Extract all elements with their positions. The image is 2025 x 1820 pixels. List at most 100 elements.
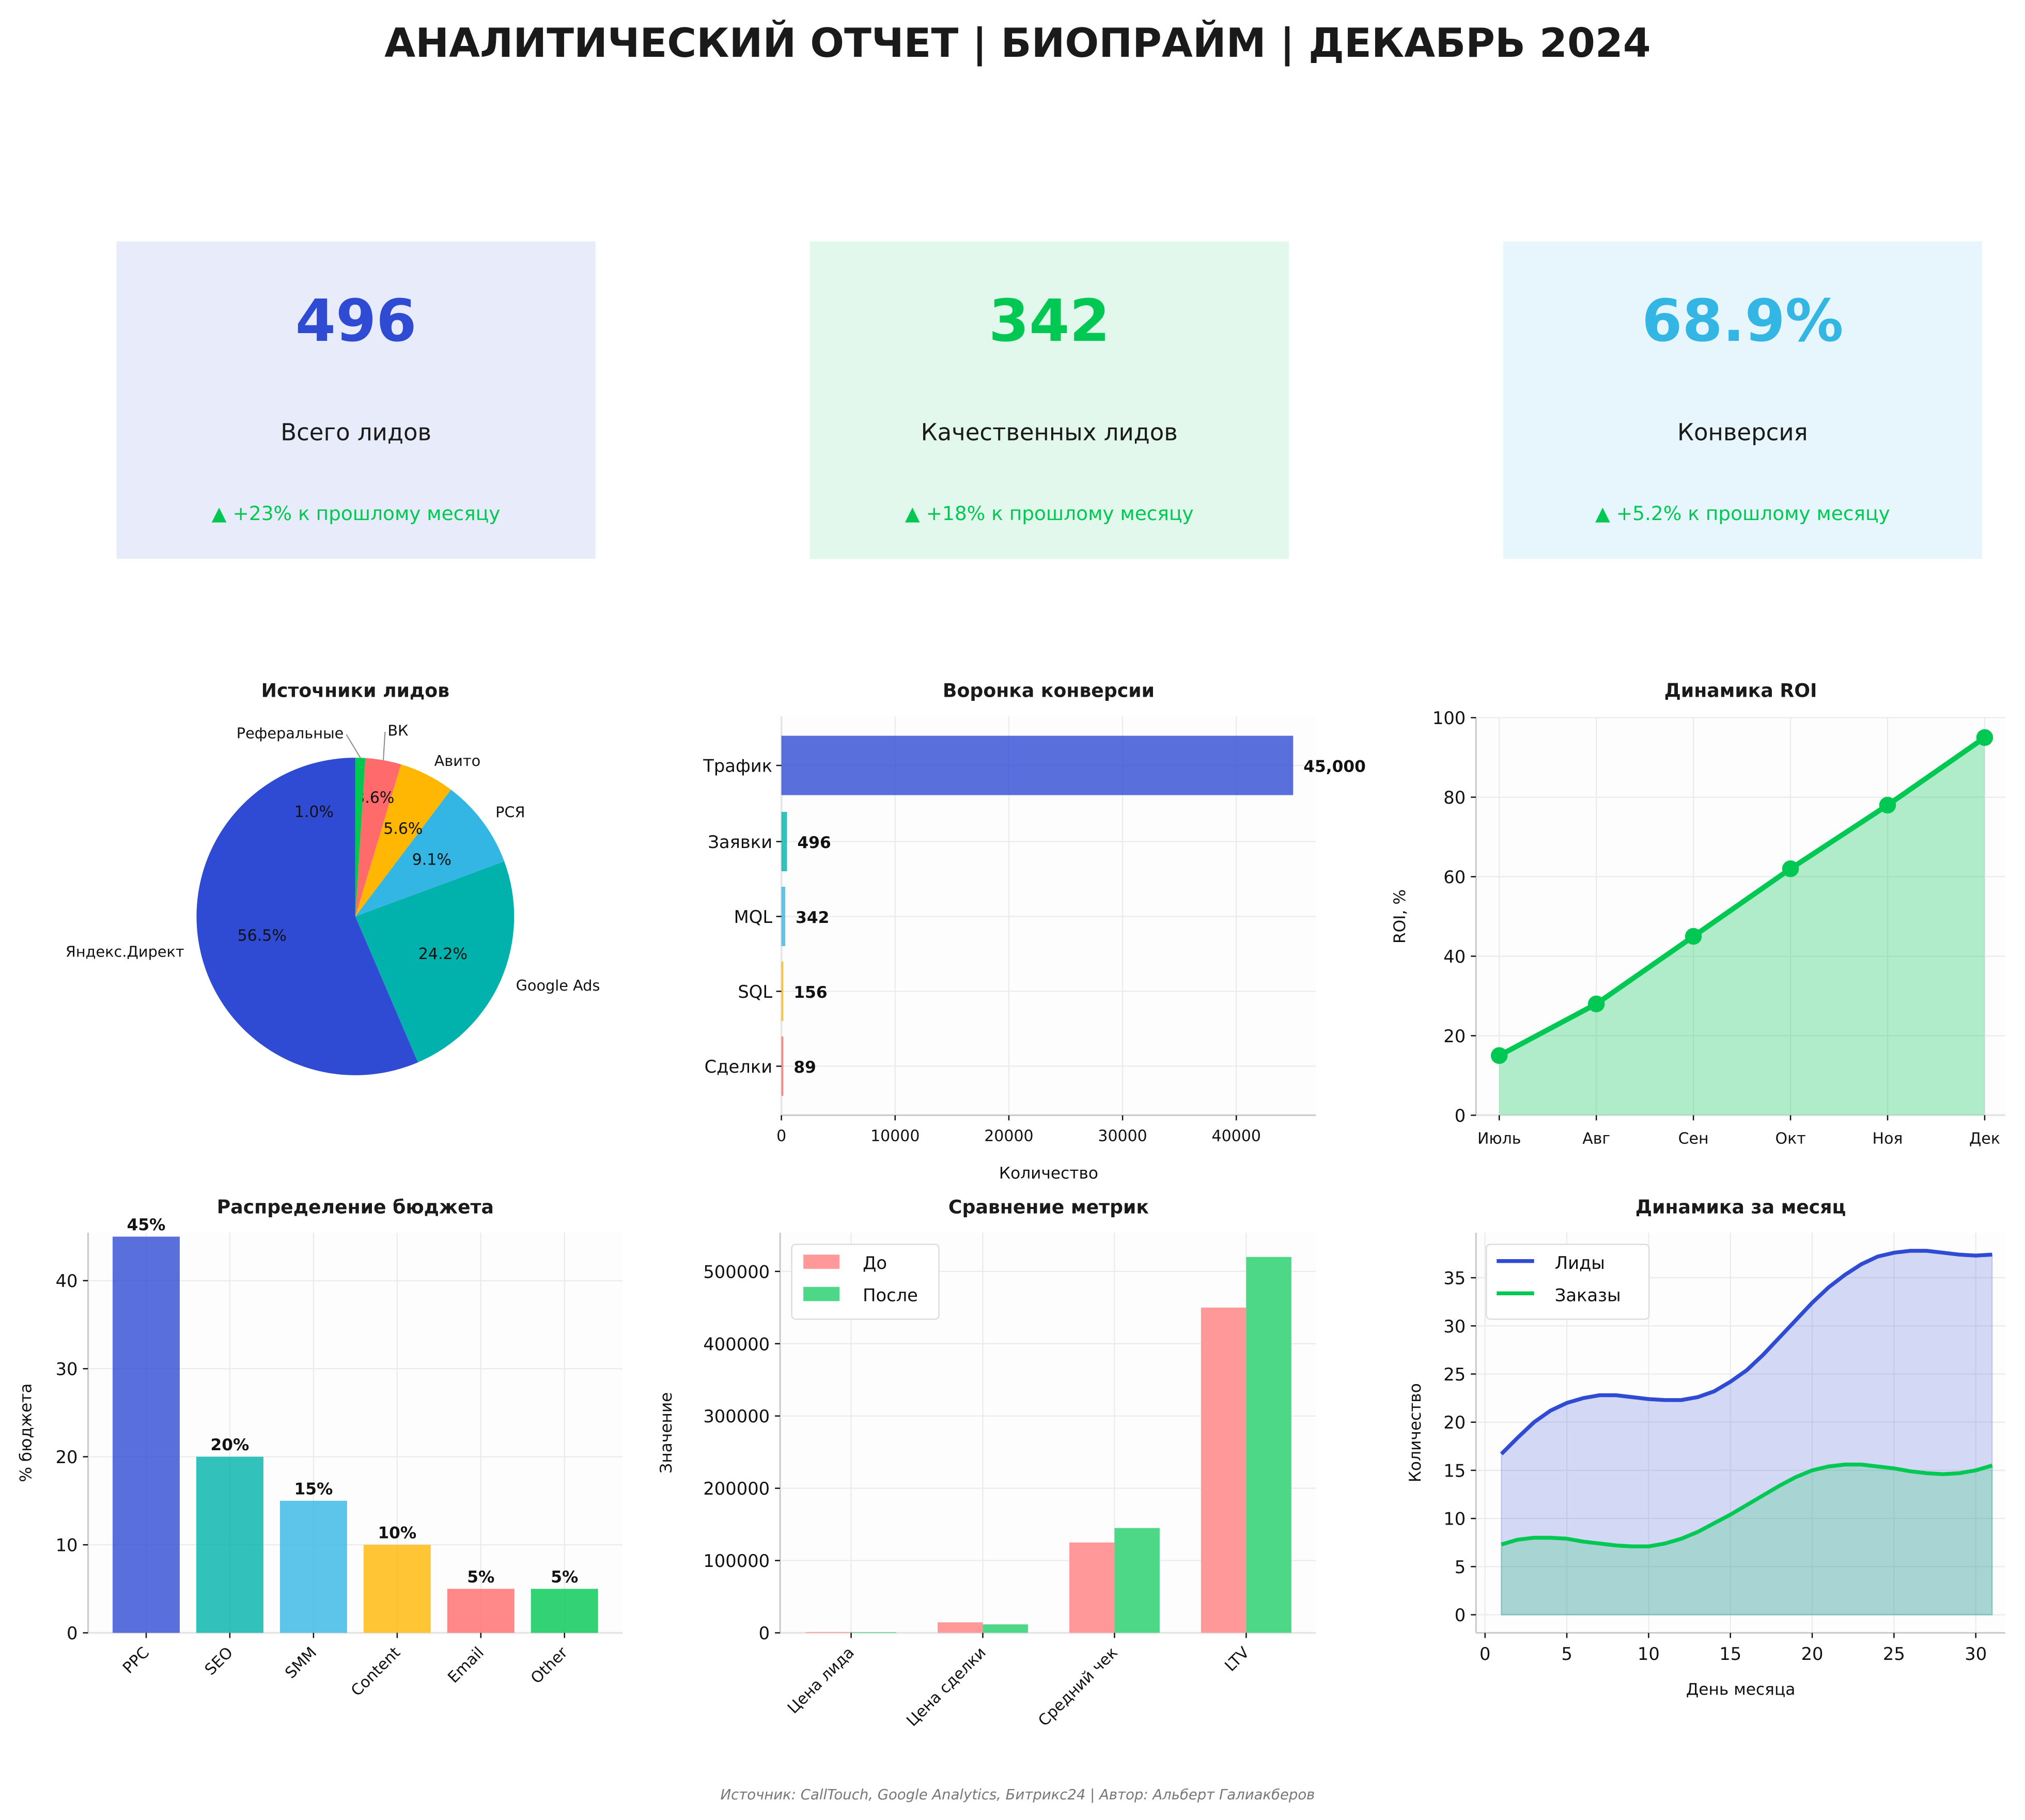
pie-percent-label: 5.6%	[383, 820, 423, 838]
x-tick-label: Авг	[1582, 1129, 1610, 1148]
pie-slice	[355, 790, 505, 917]
pie-slice	[355, 758, 401, 917]
funnel-bar	[781, 735, 1294, 795]
pie-slice	[355, 764, 451, 917]
x-tick-label: 20000	[984, 1127, 1033, 1145]
y-tick-label: 35	[1443, 1268, 1466, 1289]
y-tick-label: 80	[1443, 788, 1466, 808]
y-tick-label: 200000	[703, 1479, 770, 1499]
comparison-bar	[938, 1622, 983, 1633]
comparison-bar	[1201, 1307, 1247, 1633]
comparison-bar	[1246, 1257, 1291, 1633]
kpi-change: ▲ +18% к прошлому месяцу	[905, 502, 1194, 525]
x-tick-label: 0	[776, 1127, 786, 1145]
kpi-change: ▲ +23% к прошлому месяцу	[212, 502, 501, 525]
legend-label: Заказы	[1555, 1285, 1621, 1305]
legend-swatch	[803, 1286, 840, 1301]
x-axis-label: День месяца	[1686, 1681, 1796, 1699]
budget-bar	[447, 1589, 515, 1633]
y-tick-label: 0	[759, 1623, 770, 1643]
x-tick-label: Сен	[1678, 1129, 1709, 1148]
bar-value-label: 5%	[551, 1568, 578, 1587]
x-tick-label: LTV	[1221, 1643, 1253, 1675]
kpi-card-background	[116, 241, 596, 559]
x-tick-label: Цена сделки	[903, 1643, 989, 1730]
legend-swatch	[803, 1254, 840, 1269]
x-tick-label: SMM	[282, 1643, 320, 1682]
x-tick-label: Цена лида	[784, 1643, 858, 1717]
x-tick-label: Дек	[1969, 1129, 2000, 1148]
pie-label: ВК	[387, 722, 408, 740]
charts: Источники лидов Яндекс.Директ 56.5% Google …	[17, 680, 2005, 1730]
x-tick-label: Content	[348, 1643, 404, 1700]
y-tick-label: 20	[56, 1447, 78, 1467]
chart-title: Источники лидов	[261, 680, 449, 702]
pie-label: Реферальные	[237, 725, 344, 742]
kpi-label: Качественных лидов	[921, 418, 1178, 446]
comparison-bar	[1069, 1542, 1115, 1633]
x-tick-label: 30	[1965, 1644, 1987, 1664]
budget-chart: Распределение бюджета 0 10 20 30 40 45% PPC 20% S…	[17, 1196, 623, 1700]
roi-area-fill	[1499, 738, 1985, 1116]
pie-label: Авито	[434, 752, 481, 770]
roi-point	[1976, 729, 1993, 746]
pie-label: Google Ads	[516, 977, 600, 994]
x-axis-label: Количество	[999, 1164, 1098, 1183]
bar-value-label: 15%	[294, 1480, 333, 1498]
roi-point	[1685, 928, 1702, 945]
chart-title: Распределение бюджета	[217, 1196, 494, 1218]
budget-bar	[196, 1456, 263, 1633]
report-title: АНАЛИТИЧЕСКИЙ ОТЧЕТ | БИОПРАЙМ | ДЕКАБРЬ…	[384, 19, 1650, 67]
metrics-comparison-chart: Сравнение метрик 0 100000 200000 300000 40000…	[657, 1196, 1316, 1730]
y-tick-label: 100000	[703, 1551, 770, 1571]
kpi-label: Всего лидов	[281, 418, 431, 446]
y-tick-label: 0	[1455, 1605, 1466, 1625]
series-line	[1501, 1463, 1993, 1548]
bar-value-label: 45,000	[1303, 758, 1366, 776]
budget-bar	[363, 1545, 431, 1633]
y-tick-label: 500000	[703, 1262, 770, 1282]
kpi-card-background	[1503, 241, 1982, 559]
pie-label: Яндекс.Директ	[66, 943, 184, 961]
budget-bar	[279, 1500, 347, 1633]
pie-label: РСЯ	[495, 804, 525, 821]
budget-bar	[112, 1236, 180, 1633]
bar-value-label: 496	[798, 834, 831, 852]
x-tick-label: 0	[1479, 1644, 1490, 1664]
y-tick-label: 60	[1443, 867, 1466, 887]
chart-title: Сравнение метрик	[948, 1196, 1149, 1218]
y-tick-label: 300000	[703, 1406, 770, 1426]
footer-source: Источник: CallTouch, Google Analytics, Б…	[721, 1786, 1315, 1803]
roi-line	[1498, 735, 1986, 1058]
x-tick-label: Средний чек	[1035, 1643, 1121, 1730]
roi-point	[1587, 995, 1605, 1013]
y-tick-label: 10	[1443, 1509, 1466, 1529]
pie-slice	[355, 758, 366, 917]
y-tick-label: MQL	[734, 907, 773, 927]
kpi-card: 496 Всего лидов ▲ +23% к прошлому месяцу	[116, 241, 596, 559]
roi-point	[1879, 796, 1896, 814]
bar-value-label: 342	[796, 908, 829, 927]
bar-value-label: 20%	[211, 1436, 250, 1454]
x-tick-label: 20	[1801, 1644, 1824, 1664]
x-tick-label: Окт	[1775, 1129, 1805, 1148]
pie-slice	[355, 861, 515, 1062]
x-tick-label: PPC	[119, 1643, 153, 1677]
kpi-value: 68.9%	[1642, 287, 1843, 355]
pie-slice	[196, 758, 418, 1075]
pie-percent-label: 9.1%	[412, 851, 451, 869]
y-tick-label: 5	[1455, 1557, 1466, 1577]
kpi-label: Конверсия	[1677, 418, 1808, 446]
y-tick-label: 30	[56, 1359, 78, 1379]
y-tick-label: 20	[1443, 1413, 1466, 1433]
kpi-card-background	[809, 241, 1289, 559]
x-tick-label: 5	[1561, 1644, 1572, 1664]
chart-title: Динамика ROI	[1664, 680, 1817, 702]
x-tick-label: Other	[527, 1643, 571, 1687]
x-tick-label: SEO	[201, 1643, 237, 1678]
y-tick-label: 400000	[703, 1334, 770, 1354]
series-line	[1500, 1249, 1992, 1455]
bar-value-label: 5%	[467, 1568, 494, 1587]
funnel-chart: Воронка конверсии 0 10000 20000 30000 40000 Тр…	[703, 680, 1366, 1183]
